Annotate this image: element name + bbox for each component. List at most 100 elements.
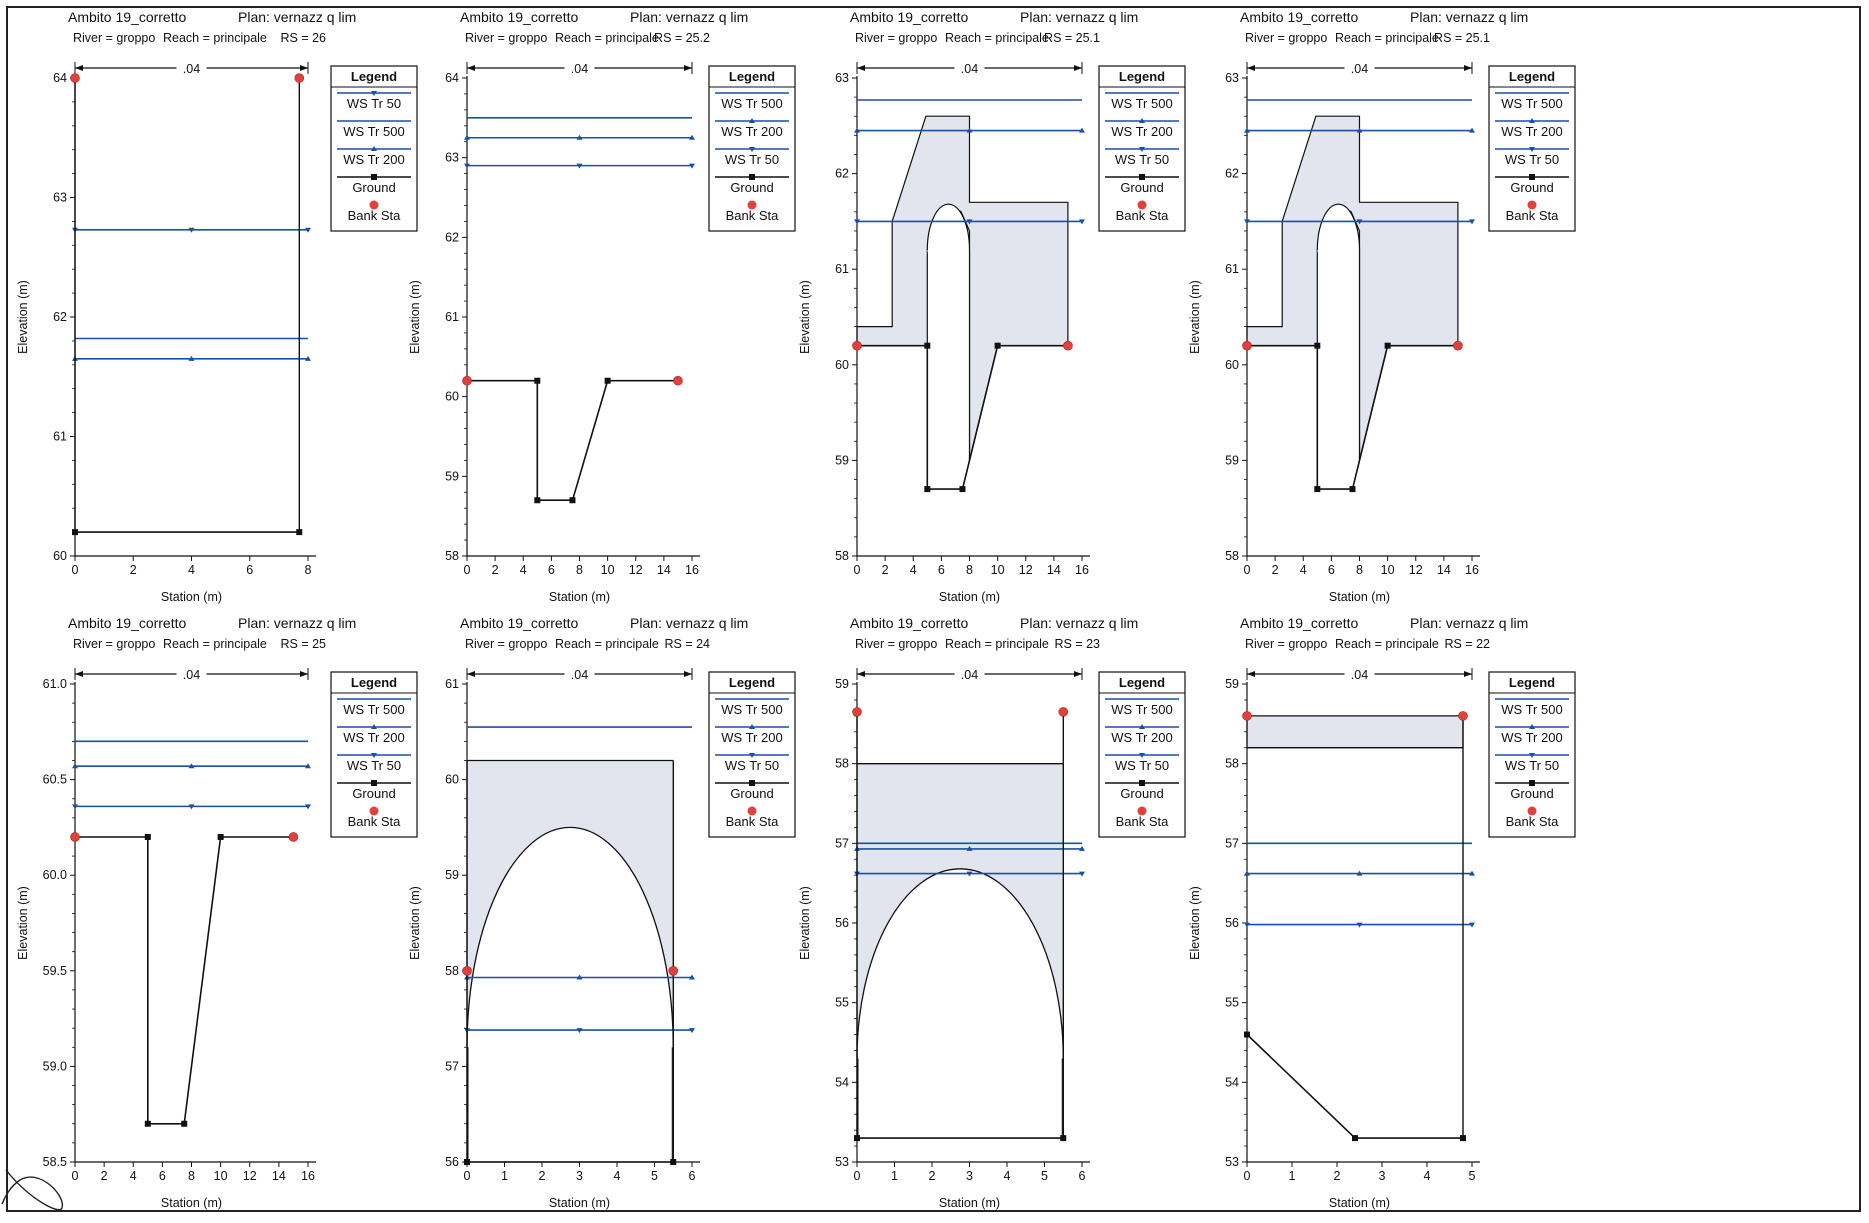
water-surface-marker bbox=[72, 804, 78, 810]
plot-reach-label: Reach = principale bbox=[555, 637, 659, 651]
x-tick-label: 14 bbox=[657, 563, 671, 577]
x-tick-label: 12 bbox=[1409, 563, 1423, 577]
plot-rs-label: RS = 25.1 bbox=[1044, 31, 1100, 45]
water-surface-marker bbox=[305, 804, 311, 810]
manning-label-bg bbox=[564, 60, 595, 74]
y-tick-label: 58 bbox=[1225, 757, 1239, 771]
legend-swatch-marker bbox=[1529, 724, 1535, 729]
x-tick-label: 6 bbox=[246, 563, 253, 577]
plot-plan-title: Plan: vernazz q lim bbox=[630, 615, 748, 631]
ground-point bbox=[569, 497, 576, 504]
cross-section-panel: Ambito 19_corretto Plan: vernazz q lim Riv… bbox=[798, 615, 1186, 1210]
legend-swatch-marker bbox=[749, 147, 755, 152]
manning-n-label: .04 bbox=[1351, 668, 1368, 682]
x-tick-label: 0 bbox=[1244, 563, 1251, 577]
water-surface-marker bbox=[1356, 219, 1363, 225]
manning-n-label: .04 bbox=[571, 62, 588, 76]
bank-station-point bbox=[852, 707, 862, 717]
y-tick-label: 58.5 bbox=[43, 1155, 67, 1169]
x-tick-label: 6 bbox=[159, 1169, 166, 1183]
y-tick-label: 57 bbox=[1225, 836, 1239, 850]
plot-river-label: River = groppo bbox=[855, 637, 937, 651]
legend-title: Legend bbox=[1119, 675, 1165, 690]
bank-station-point bbox=[852, 340, 862, 351]
legend-entry-label: Bank Sta bbox=[1116, 208, 1170, 223]
plot-river-label: River = groppo bbox=[73, 31, 155, 45]
x-tick-label: 1 bbox=[501, 1169, 508, 1183]
plot-reach-label: Reach = principale bbox=[163, 637, 267, 651]
legend-swatch-marker bbox=[1139, 724, 1145, 729]
x-tick-label: 14 bbox=[1047, 563, 1061, 577]
plot-river-label: River = groppo bbox=[73, 637, 155, 651]
legend-swatch-marker bbox=[371, 146, 377, 151]
ground-point bbox=[217, 833, 224, 840]
y-tick-label: 60 bbox=[445, 773, 459, 787]
ground-point bbox=[534, 377, 541, 384]
ground-point bbox=[1060, 1135, 1067, 1142]
ground-point bbox=[1314, 486, 1321, 493]
legend-swatch-marker bbox=[1529, 118, 1535, 123]
ground-line bbox=[467, 379, 678, 502]
x-tick-label: 5 bbox=[651, 1169, 658, 1183]
ground-point bbox=[1352, 1135, 1358, 1142]
plot-project-title: Ambito 19_corretto bbox=[1240, 9, 1358, 25]
x-tick-label: 10 bbox=[991, 563, 1005, 577]
plot-rs-label: RS = 22 bbox=[1444, 637, 1490, 651]
arrow-left-icon bbox=[467, 65, 475, 71]
water-surface-marker bbox=[689, 163, 695, 169]
legend-entry-label: WS Tr 50 bbox=[347, 758, 401, 773]
y-tick-label: 59 bbox=[1225, 453, 1239, 467]
plot-rs-label: RS = 24 bbox=[664, 637, 710, 651]
ground-point bbox=[72, 529, 78, 536]
x-tick-label: 6 bbox=[689, 1169, 696, 1183]
plot-plan-title: Plan: vernazz q lim bbox=[630, 9, 748, 25]
bank-station-point bbox=[70, 73, 80, 83]
water-surface-marker bbox=[464, 134, 470, 140]
cross-section-panel: Ambito 19_corretto Plan: vernazz q lim Riv… bbox=[798, 9, 1186, 604]
legend-swatch-marker bbox=[749, 780, 755, 786]
water-surface-marker bbox=[576, 974, 583, 980]
plot-plan-title: Plan: vernazz q lim bbox=[238, 615, 356, 631]
y-tick-label: 63 bbox=[53, 191, 67, 205]
legend-entry-label: WS Tr 200 bbox=[1111, 124, 1172, 139]
y-tick-label: 63 bbox=[445, 151, 459, 165]
plot-reach-label: Reach = principale bbox=[945, 637, 1049, 651]
legend-swatch-marker bbox=[1529, 753, 1535, 758]
x-tick-label: 4 bbox=[1300, 563, 1307, 577]
legend-entry-label: WS Tr 50 bbox=[725, 152, 779, 167]
arrow-left-icon bbox=[1247, 671, 1255, 677]
water-surface-marker bbox=[1079, 871, 1085, 877]
water-surface-marker bbox=[1244, 219, 1250, 225]
x-tick-label: 0 bbox=[72, 1169, 79, 1183]
manning-label-bg bbox=[564, 666, 595, 680]
legend-swatch-marker bbox=[369, 200, 379, 210]
arrow-right-icon bbox=[300, 65, 308, 71]
x-tick-label: 16 bbox=[1075, 563, 1089, 577]
water-surface-marker bbox=[854, 219, 860, 225]
ground-point bbox=[144, 1120, 151, 1127]
x-tick-label: 6 bbox=[1328, 563, 1335, 577]
bridge-deck-fill bbox=[857, 763, 1064, 1059]
water-surface-marker bbox=[188, 227, 195, 233]
water-surface-marker bbox=[1469, 219, 1475, 225]
legend-swatch-marker bbox=[1139, 780, 1145, 786]
y-tick-label: 53 bbox=[1225, 1155, 1239, 1169]
legend-swatch-marker bbox=[1529, 780, 1535, 786]
y-tick-label: 54 bbox=[835, 1075, 849, 1089]
x-tick-label: 2 bbox=[1272, 563, 1279, 577]
plot-project-title: Ambito 19_corretto bbox=[68, 9, 186, 25]
cross-section-panel: Ambito 19_corretto Plan: vernazz q lim Riv… bbox=[1188, 9, 1576, 604]
y-tick-label: 62 bbox=[53, 310, 67, 324]
ground-point bbox=[464, 1159, 470, 1165]
y-tick-label: 57 bbox=[835, 836, 849, 850]
culvert-arch-line bbox=[1316, 203, 1361, 461]
plot-river-label: River = groppo bbox=[1245, 637, 1327, 651]
cross-section-panel: Ambito 19_corretto Plan: vernazz q lim Riv… bbox=[408, 615, 796, 1210]
water-surface-marker bbox=[689, 134, 695, 140]
legend-swatch-marker bbox=[371, 780, 377, 786]
water-surface-marker bbox=[966, 219, 973, 225]
water-surface-marker bbox=[1356, 922, 1363, 928]
plot-plan-title: Plan: vernazz q lim bbox=[1410, 9, 1528, 25]
ground-point bbox=[144, 833, 151, 840]
bank-station-point bbox=[462, 965, 472, 976]
